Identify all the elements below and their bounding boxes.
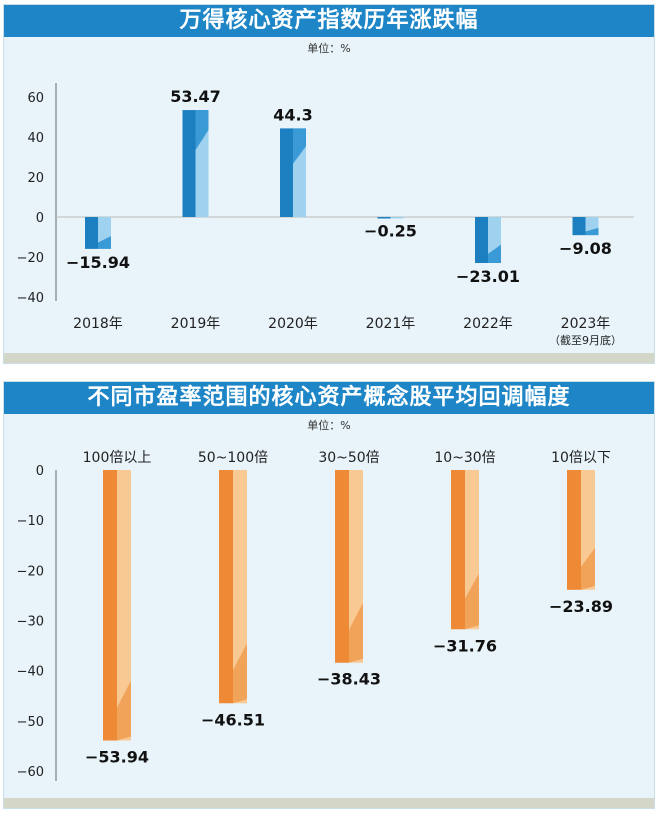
bar-shading xyxy=(585,227,599,236)
chart1-unit-label: 单位：% xyxy=(307,42,351,55)
y-tick-label: −50 xyxy=(17,715,44,730)
bar xyxy=(572,217,586,236)
y-tick-label: 20 xyxy=(27,171,44,186)
y-tick-label: −10 xyxy=(17,514,44,529)
x-tick-label: 2023年 xyxy=(561,316,611,332)
bar-shading xyxy=(488,244,501,264)
bar-shading xyxy=(465,573,479,630)
bar-value-label: 53.47 xyxy=(170,87,221,106)
y-tick-label: 0 xyxy=(36,211,44,226)
y-tick-label: −40 xyxy=(17,665,44,680)
bar xyxy=(280,128,293,217)
x-tick-label: 10倍以下 xyxy=(551,450,611,466)
chart2-footer-strip xyxy=(4,798,654,808)
bar-shading xyxy=(117,680,131,741)
bar-value-label: −38.43 xyxy=(317,670,381,689)
x-tick-label: 10~30倍 xyxy=(434,450,495,466)
y-tick-label: 40 xyxy=(27,131,44,146)
bar-shading xyxy=(581,547,595,590)
bar xyxy=(103,470,117,741)
chart2-unit-label: 单位：% xyxy=(307,419,351,432)
x-tick-label: 50~100倍 xyxy=(198,450,268,466)
y-tick-label: 0 xyxy=(36,464,44,479)
bar xyxy=(567,470,581,590)
bar-highlight xyxy=(390,217,404,219)
bar xyxy=(219,470,233,704)
y-tick-label: −20 xyxy=(17,564,44,579)
annual-change-chart-panel: 万得核心资产指数历年涨跌幅 单位：% 60 40 20 0 −20 −40 −15.94 20… xyxy=(3,4,655,364)
bar-value-label: −15.94 xyxy=(66,253,130,272)
bar-value-label: −53.94 xyxy=(85,748,149,767)
bar-value-label: −23.89 xyxy=(549,597,613,616)
bar xyxy=(475,217,488,264)
x-tick-label: 2018年 xyxy=(73,316,123,332)
bar-highlight xyxy=(117,470,131,741)
bar-highlight xyxy=(233,470,247,704)
y-tick-label: −30 xyxy=(17,614,44,629)
x-tick-label: 30~50倍 xyxy=(318,450,379,466)
x-tick-label: 100倍以上 xyxy=(83,450,152,466)
x-tick-label: 2022年 xyxy=(463,316,513,332)
chart1-plot: 60 40 20 0 −20 −40 −15.94 2018年 53.47 2019年 44.3 20… xyxy=(17,83,634,347)
x-tick-label: 2021年 xyxy=(366,316,416,332)
chart1-title: 万得核心资产指数历年涨跌幅 xyxy=(4,5,654,37)
pe-range-chart-panel: 不同市盈率范围的核心资产概念股平均回调幅度 单位：% 0 −10 −20 −30 −40… xyxy=(3,381,655,809)
chart2-title: 不同市盈率范围的核心资产概念股平均回调幅度 xyxy=(4,382,654,414)
chart1-footer-strip xyxy=(4,353,654,363)
bar-value-label: −0.25 xyxy=(364,222,417,241)
x-tick-note: （截至9月底） xyxy=(549,333,622,347)
y-tick-label: −20 xyxy=(17,251,44,266)
bar-shading xyxy=(349,602,363,663)
bar-value-label: −23.01 xyxy=(456,267,520,286)
bar xyxy=(85,217,98,249)
x-tick-label: 2020年 xyxy=(268,316,318,332)
bar xyxy=(335,470,349,663)
bar-value-label: −46.51 xyxy=(201,710,265,729)
bar-value-label: −31.76 xyxy=(433,636,497,655)
y-tick-label: −40 xyxy=(17,291,44,306)
bar-shading xyxy=(98,236,111,249)
bar-shading xyxy=(293,128,306,164)
x-tick-label: 2019年 xyxy=(171,316,221,332)
bar-shading xyxy=(195,110,209,151)
y-tick-label: −60 xyxy=(17,765,44,780)
bar xyxy=(182,110,196,217)
bar-shading xyxy=(233,643,247,704)
bar xyxy=(377,217,391,219)
bar-value-label: −9.08 xyxy=(559,239,612,258)
chart2-plot: 0 −10 −20 −30 −40 −50 −60 −53.94 100倍以上 −46.51 50~… xyxy=(17,450,613,781)
y-tick-label: 60 xyxy=(27,91,44,106)
bar xyxy=(451,470,465,630)
bar-value-label: 44.3 xyxy=(273,105,312,124)
